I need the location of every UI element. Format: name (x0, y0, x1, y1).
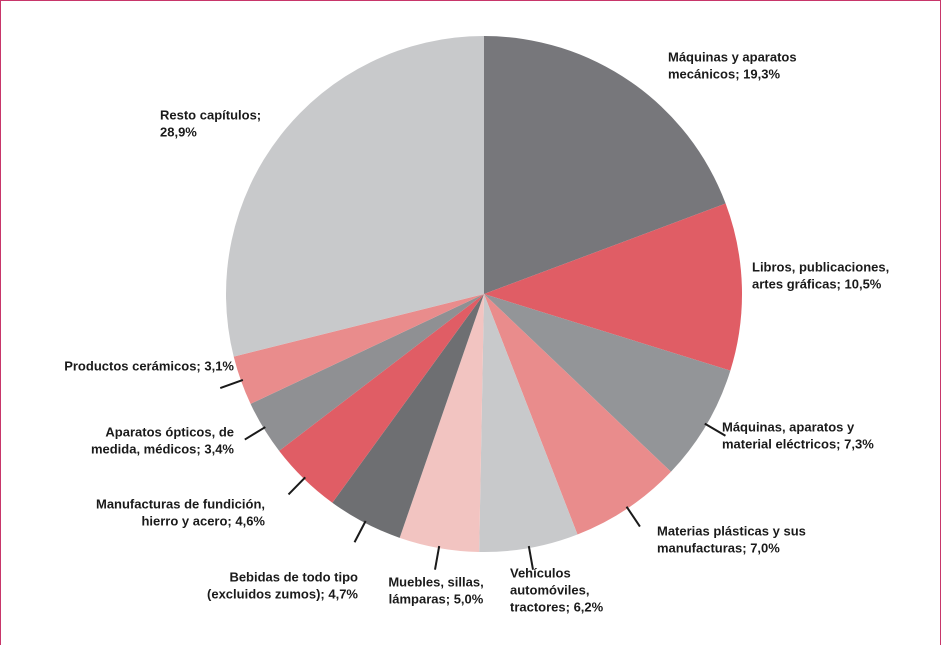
slice-label: (excluidos zumos); 4,7% (207, 586, 358, 601)
pie-slice (484, 203, 742, 371)
slice-label: Libros, publicaciones, (752, 259, 889, 274)
pie-slice (399, 294, 484, 552)
leader-line (527, 545, 534, 570)
slice-label: Máquinas y aparatos (668, 49, 797, 64)
slice-label: Materias plásticas y sus (657, 523, 806, 538)
slice-label: Vehículos (510, 565, 571, 580)
leader-line (625, 506, 641, 528)
slice-label: Productos cerámicos; 3,1% (64, 358, 234, 373)
pie-slice (484, 294, 731, 472)
slice-label: mecánicos; 19,3% (668, 66, 780, 81)
leader-line (353, 520, 367, 543)
slice-label: automóviles, (510, 582, 589, 597)
pie-slice (332, 294, 484, 538)
pie-slice (225, 36, 484, 357)
pie-slice (233, 294, 484, 404)
leader-line (287, 476, 306, 496)
slice-label: hierro y acero; 4,6% (141, 513, 265, 528)
slice-label: Aparatos ópticos, de (105, 424, 234, 439)
slice-label: tractores; 6,2% (510, 599, 604, 614)
pie-slice (479, 294, 578, 552)
slice-label: Máquinas, aparatos y (722, 419, 855, 434)
slice-label: material eléctricos; 7,3% (722, 436, 874, 451)
slice-label: Bebidas de todo tipo (229, 569, 358, 584)
slice-label: manufacturas; 7,0% (657, 540, 780, 555)
slice-label: artes gráficas; 10,5% (752, 276, 882, 291)
leader-line (704, 422, 726, 437)
slice-label: Resto capítulos; (160, 107, 261, 122)
pie-slice (484, 294, 671, 535)
leader-line (244, 426, 266, 441)
pie-slice (279, 294, 484, 503)
pie-slice (250, 294, 484, 451)
pie-slice (484, 36, 726, 294)
leader-line (219, 379, 244, 389)
leader-line (434, 545, 441, 570)
slice-label: 28,9% (160, 124, 197, 139)
slice-label: lámparas; 5,0% (389, 591, 484, 606)
slice-label: medida, médicos; 3,4% (91, 441, 234, 456)
slice-label: Muebles, sillas, (388, 574, 483, 589)
slice-label: Manufacturas de fundición, (96, 496, 265, 511)
